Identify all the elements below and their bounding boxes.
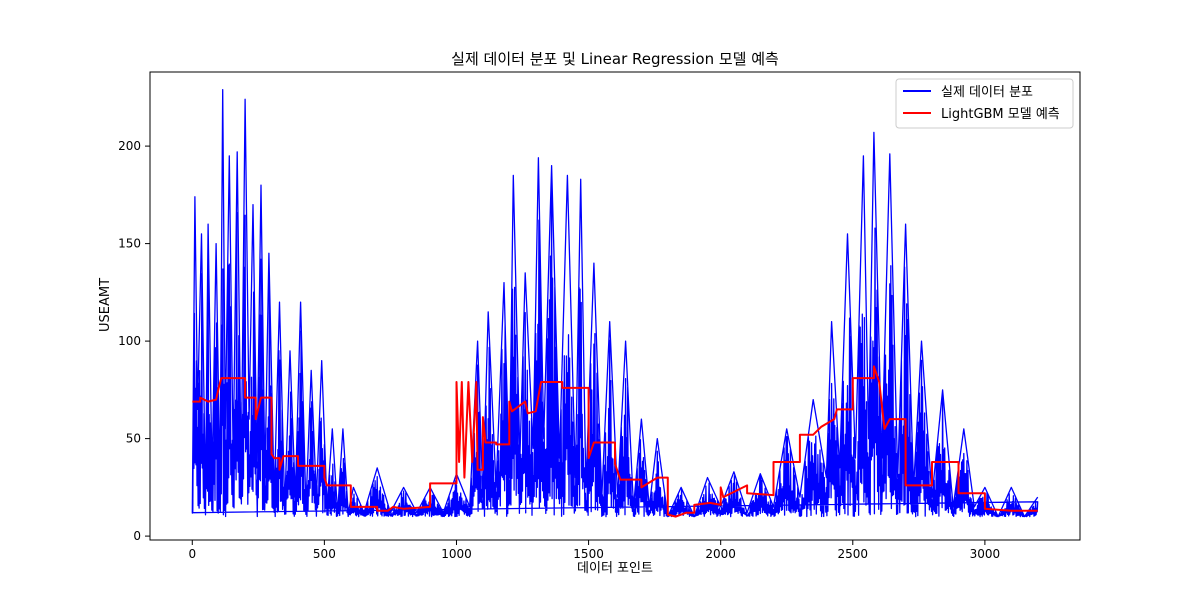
y-tick-label: 200 bbox=[118, 139, 141, 153]
series-line-0 bbox=[191, 88, 1039, 518]
legend-label-actual: 실제 데이터 분포 bbox=[941, 85, 1033, 100]
x-tick-label: 2500 bbox=[838, 547, 869, 561]
chart-title: 실제 데이터 분포 및 Linear Regression 모델 예측 bbox=[451, 50, 779, 68]
legend: 실제 데이터 분포 LightGBM 모델 예측 bbox=[895, 78, 1074, 129]
x-tick-label: 500 bbox=[313, 547, 336, 561]
x-tick-label: 3000 bbox=[970, 547, 1001, 561]
y-tick-label: 0 bbox=[133, 529, 141, 543]
plot-frame bbox=[149, 71, 1081, 541]
legend-box bbox=[895, 78, 1074, 129]
legend-label-prediction: LightGBM 모델 예측 bbox=[941, 107, 1060, 122]
y-tick-label: 150 bbox=[118, 237, 141, 251]
x-tick-label: 2000 bbox=[705, 547, 736, 561]
plot-layer bbox=[191, 88, 1039, 518]
x-tick-label: 1000 bbox=[441, 547, 472, 561]
series-line-1 bbox=[192, 365, 1038, 518]
y-tick-label: 50 bbox=[126, 432, 141, 446]
x-axis-title: 데이터 포인트 bbox=[577, 561, 653, 576]
x-tick-label: 0 bbox=[188, 547, 196, 561]
axes-layer: 0 500 1000 1500 2000 2500 3000 0 50 100 150 200 bbox=[118, 71, 1081, 561]
y-axis-title: USEAMT bbox=[98, 278, 113, 332]
y-tick-label: 100 bbox=[118, 334, 141, 348]
x-tick-label: 1500 bbox=[573, 547, 604, 561]
